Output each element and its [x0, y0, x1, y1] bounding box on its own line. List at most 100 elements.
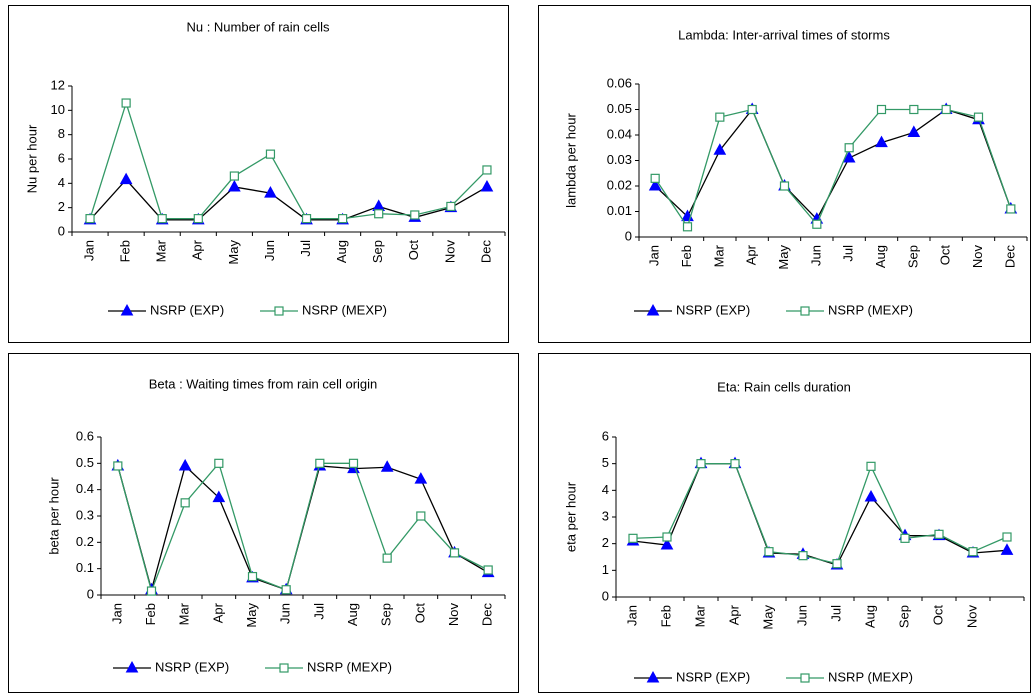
data-line	[117, 462, 489, 594]
data-line	[89, 178, 488, 221]
y-tick-label: 0.4	[76, 481, 94, 496]
y-tick-label: 0	[625, 228, 632, 243]
y-tick-label: 0.05	[607, 101, 632, 116]
chart-title: Lambda: Inter-arrival times of storms	[678, 27, 890, 42]
data-point	[483, 565, 493, 575]
y-tick-label: 0.1	[76, 560, 94, 575]
x-tick-label: Jan	[647, 245, 662, 266]
data-point	[315, 458, 325, 468]
data-point	[214, 458, 224, 468]
y-tick-label: 5	[602, 455, 609, 470]
data-point	[265, 149, 276, 159]
y-tick-label: 0.2	[76, 534, 94, 549]
data-point	[247, 571, 258, 582]
data-point	[1002, 532, 1012, 542]
data-point	[212, 490, 226, 503]
x-tick-label: Oct	[406, 240, 421, 261]
y-tick-label: 3	[602, 508, 609, 523]
x-tick-label: Nov	[964, 605, 979, 629]
x-tick-label: Sep	[896, 605, 911, 628]
x-tick-label: Mar	[154, 239, 169, 262]
data-point	[941, 104, 951, 115]
legend-label: NSRP (EXP)	[676, 669, 750, 684]
data-point	[382, 553, 392, 563]
x-tick-label: Aug	[873, 245, 888, 268]
data-point	[842, 150, 856, 163]
data-line	[632, 463, 1008, 565]
legend-marker	[800, 673, 810, 683]
data-point	[764, 547, 774, 557]
x-tick-label: Jun	[278, 603, 293, 624]
x-tick-label: Apr	[726, 604, 741, 625]
data-point	[229, 171, 239, 181]
y-tick-label: 0.6	[76, 428, 94, 443]
y-tick-label: 0	[87, 586, 94, 601]
data-point	[119, 172, 133, 185]
chart-frame	[8, 5, 509, 343]
data-point	[446, 201, 456, 212]
y-tick-label: 0.01	[607, 203, 632, 218]
legend-label: NSRP (MEXP)	[828, 302, 913, 317]
data-point	[1006, 204, 1016, 214]
data-point	[178, 458, 192, 471]
x-tick-label: Aug	[334, 240, 349, 263]
x-tick-label: Nov	[442, 240, 457, 264]
data-point	[866, 461, 876, 471]
x-tick-label: Jul	[298, 240, 313, 257]
chart-frame	[538, 353, 1031, 693]
data-point	[968, 547, 978, 557]
y-tick-label: 0.5	[76, 455, 94, 470]
y-axis-label: Nu per hour	[24, 124, 39, 193]
data-point	[416, 511, 426, 521]
data-point	[301, 214, 312, 224]
data-point	[480, 179, 494, 192]
data-point	[338, 214, 348, 224]
data-point	[157, 214, 167, 224]
y-tick-label: 4	[602, 482, 609, 497]
data-point	[121, 98, 131, 108]
data-point	[410, 210, 420, 220]
x-tick-label: Jan	[109, 603, 124, 624]
y-axis-label: eta per hour	[563, 481, 578, 552]
x-tick-label: May	[776, 245, 791, 270]
data-point	[832, 559, 842, 569]
y-tick-label: 0.06	[607, 75, 632, 90]
legend-label: NSRP (EXP)	[150, 302, 224, 317]
data-point	[875, 135, 888, 148]
legend-label: NSRP (MEXP)	[302, 302, 387, 317]
x-tick-label: Jan	[624, 605, 639, 626]
data-point	[374, 209, 384, 219]
x-tick-label: Feb	[118, 240, 133, 262]
legend-marker	[274, 306, 284, 316]
legend-label: NSRP (EXP)	[676, 302, 750, 317]
x-tick-label: Sep	[379, 603, 394, 626]
legend-marker	[279, 663, 289, 673]
data-point	[1000, 543, 1014, 555]
y-axis-label: lambda per hour	[563, 112, 578, 207]
x-tick-label: Jun	[794, 605, 809, 626]
x-tick-label: Feb	[658, 605, 673, 627]
legend-marker	[120, 303, 134, 316]
chart-title: Eta: Rain cells duration	[717, 379, 851, 394]
x-tick-label: Mar	[711, 244, 726, 267]
data-point	[281, 585, 291, 595]
y-tick-label: 12	[51, 77, 65, 92]
y-tick-label: 0.03	[607, 152, 632, 167]
y-tick-label: 6	[58, 150, 65, 165]
chart-frame	[538, 5, 1031, 343]
legend-label: NSRP (EXP)	[155, 659, 229, 674]
x-tick-label: Feb	[143, 603, 158, 625]
data-point	[228, 179, 241, 192]
x-tick-label: May	[244, 603, 259, 628]
data-point	[113, 461, 123, 471]
data-point	[449, 548, 460, 558]
x-tick-label: Nov	[446, 603, 461, 627]
legend-marker	[646, 303, 660, 316]
data-point	[146, 586, 157, 596]
data-line	[654, 108, 1012, 229]
data-point	[682, 222, 693, 232]
x-tick-label: Mar	[177, 602, 192, 625]
data-point	[696, 459, 706, 469]
x-tick-label: Apr	[190, 239, 205, 260]
